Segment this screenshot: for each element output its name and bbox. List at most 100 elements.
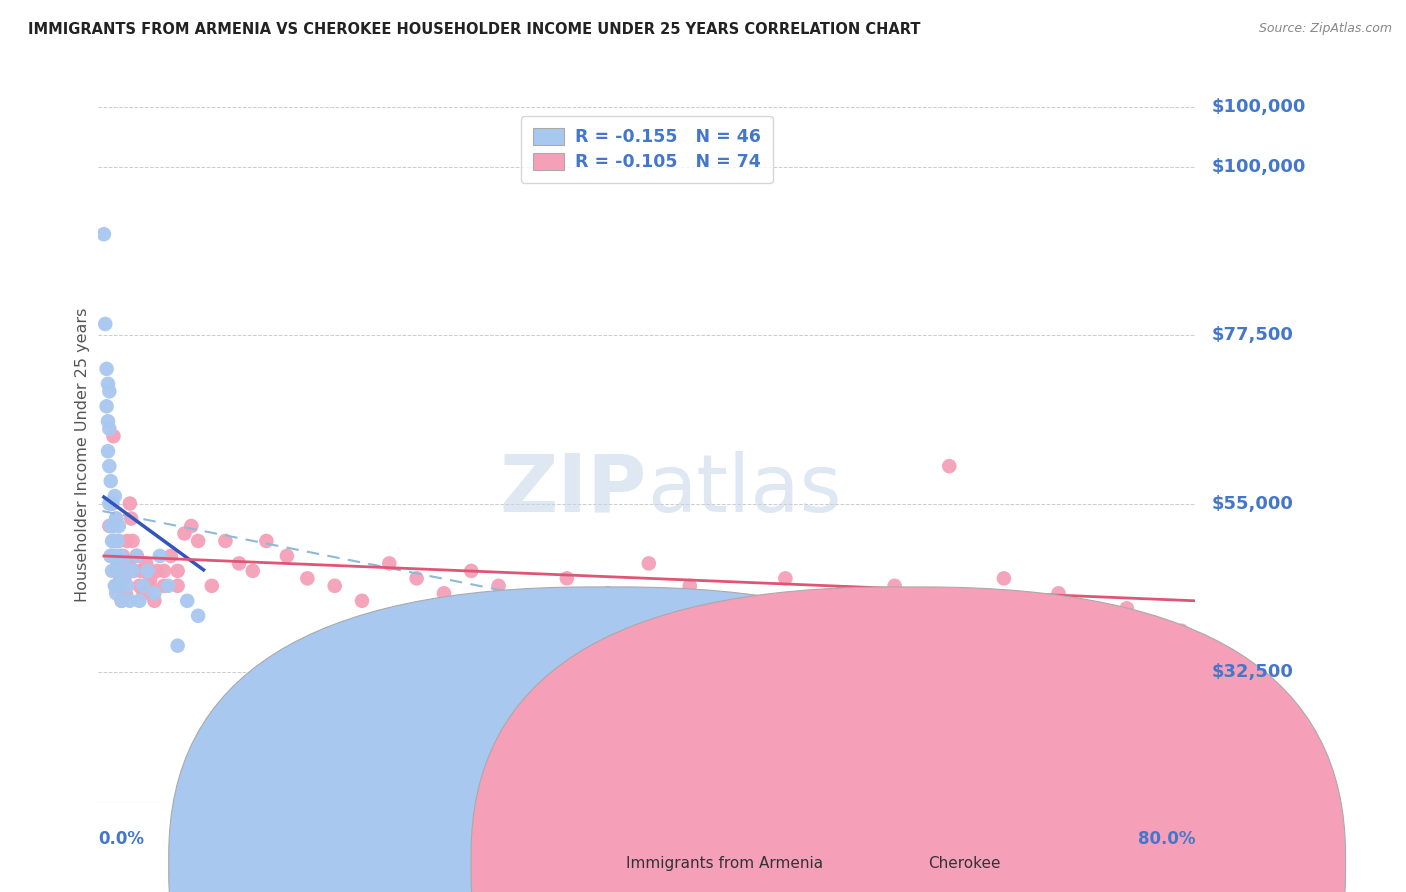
Point: [474, 631, 496, 645]
Point: [136, 564, 159, 578]
Point: [149, 549, 172, 563]
Point: [569, 639, 592, 653]
Point: [105, 511, 128, 525]
Point: [297, 571, 319, 585]
Point: [104, 489, 127, 503]
Point: [146, 564, 169, 578]
Point: [98, 422, 121, 436]
Point: [125, 549, 148, 563]
Point: [665, 654, 688, 668]
Point: [405, 571, 427, 585]
Point: [120, 511, 142, 525]
Point: [100, 549, 122, 563]
Text: $77,500: $77,500: [1212, 326, 1294, 344]
Point: [276, 549, 298, 563]
Point: [176, 594, 198, 608]
Point: [159, 549, 181, 563]
Point: [111, 571, 134, 585]
Point: [166, 639, 188, 653]
Point: [105, 549, 128, 563]
Point: [111, 594, 134, 608]
Point: [128, 594, 150, 608]
Point: [97, 444, 120, 458]
Text: 0.0%: 0.0%: [98, 830, 145, 847]
Point: [121, 564, 143, 578]
Point: [515, 594, 537, 608]
Point: [105, 511, 128, 525]
Point: [125, 549, 148, 563]
Point: [214, 533, 236, 548]
Point: [107, 533, 129, 548]
Point: [775, 571, 797, 585]
Point: [242, 564, 264, 578]
Point: [143, 586, 166, 600]
Point: [105, 579, 128, 593]
Point: [135, 557, 157, 571]
Point: [153, 579, 176, 593]
Point: [115, 579, 138, 593]
Legend: R = -0.155   N = 46, R = -0.105   N = 74: R = -0.155 N = 46, R = -0.105 N = 74: [520, 116, 773, 184]
Point: [139, 571, 162, 585]
Point: [129, 564, 152, 578]
Point: [118, 594, 141, 608]
Point: [103, 549, 125, 563]
Point: [101, 497, 124, 511]
Point: [297, 646, 319, 660]
Point: [828, 586, 851, 600]
Point: [104, 579, 127, 593]
Point: [761, 751, 783, 765]
Point: [132, 579, 155, 593]
Point: [105, 586, 128, 600]
Text: Source: ZipAtlas.com: Source: ZipAtlas.com: [1258, 22, 1392, 36]
Point: [107, 557, 129, 571]
Point: [720, 594, 742, 608]
Point: [187, 533, 209, 548]
Point: [153, 564, 176, 578]
Point: [100, 474, 122, 488]
Text: $55,000: $55,000: [1212, 494, 1294, 513]
Point: [115, 533, 138, 548]
Point: [101, 533, 124, 548]
Text: $32,500: $32,500: [1212, 663, 1294, 681]
Point: [139, 579, 162, 593]
Point: [180, 519, 202, 533]
Point: [692, 743, 714, 757]
Point: [100, 519, 122, 533]
Point: [117, 557, 139, 571]
Point: [1170, 624, 1192, 638]
Text: $100,000: $100,000: [1212, 158, 1306, 176]
Point: [460, 564, 482, 578]
Point: [114, 586, 136, 600]
Point: [111, 594, 134, 608]
Point: [125, 549, 148, 563]
Text: atlas: atlas: [647, 450, 841, 529]
Text: Cherokee: Cherokee: [928, 856, 1001, 871]
Point: [108, 564, 131, 578]
Point: [883, 579, 905, 593]
Point: [501, 683, 523, 698]
Point: [143, 594, 166, 608]
Point: [100, 549, 122, 563]
Point: [637, 557, 659, 571]
Point: [378, 557, 401, 571]
Point: [323, 579, 346, 593]
Text: ZIP: ZIP: [499, 450, 647, 529]
Point: [121, 533, 143, 548]
Point: [488, 579, 510, 593]
Point: [93, 227, 115, 242]
Point: [110, 571, 132, 585]
Point: [118, 497, 141, 511]
Point: [115, 557, 138, 571]
Point: [108, 533, 131, 548]
Point: [228, 557, 250, 571]
Point: [166, 564, 188, 578]
Point: [98, 519, 121, 533]
Point: [104, 564, 127, 578]
Point: [98, 497, 121, 511]
Point: [596, 586, 619, 600]
Point: [132, 586, 155, 600]
Point: [938, 459, 960, 474]
Point: [96, 399, 118, 413]
Y-axis label: Householder Income Under 25 years: Householder Income Under 25 years: [75, 308, 90, 602]
Point: [104, 533, 127, 548]
